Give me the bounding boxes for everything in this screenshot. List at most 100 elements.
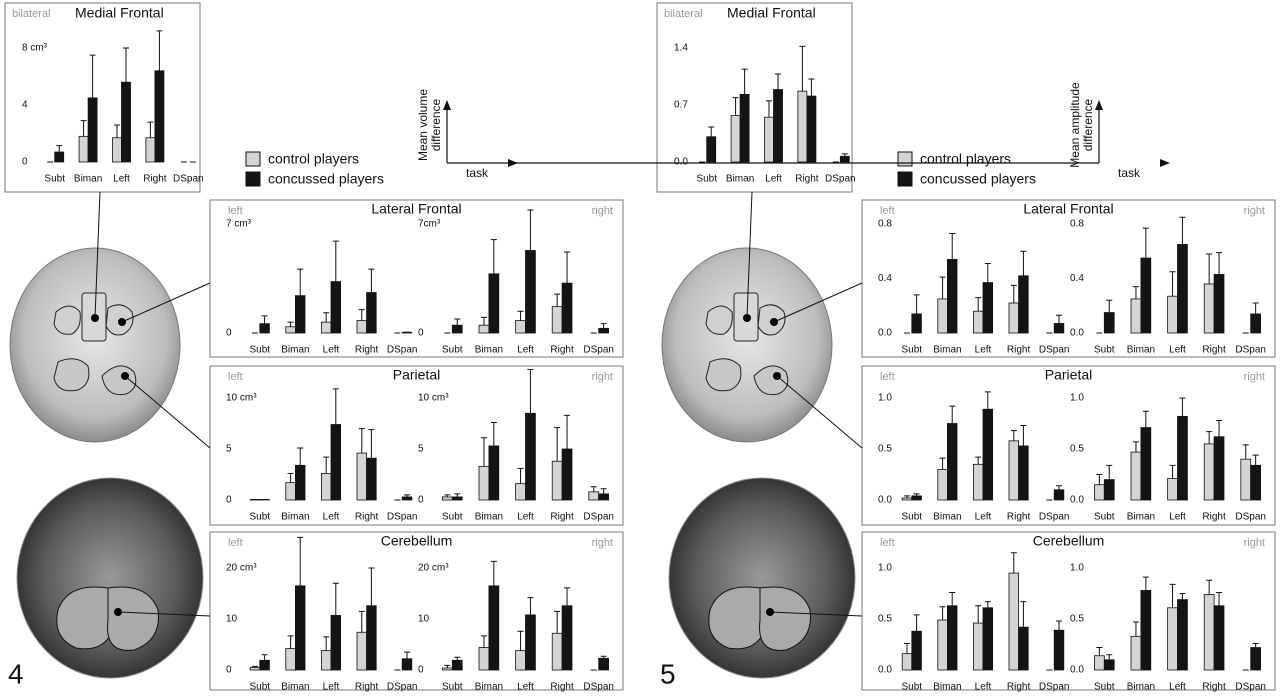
error-bar xyxy=(1132,286,1139,299)
error-bar xyxy=(454,318,461,326)
bar xyxy=(87,97,98,163)
y-tick-label: 0 xyxy=(418,495,424,506)
region-marker xyxy=(743,314,751,322)
cerebellum-region xyxy=(107,586,159,651)
bar xyxy=(1250,464,1261,501)
bar xyxy=(1053,323,1065,334)
error-bar xyxy=(799,45,806,92)
panel-box xyxy=(861,365,1276,526)
bar xyxy=(947,259,958,334)
error-bar xyxy=(708,126,715,137)
error-bar xyxy=(527,368,534,414)
error-bar xyxy=(444,494,451,497)
bar xyxy=(588,491,600,501)
error-bar xyxy=(903,642,910,654)
y-tick-label: 0 xyxy=(226,328,232,339)
x-tick-label: Biman xyxy=(1127,345,1155,356)
error-bar xyxy=(297,536,304,586)
bar xyxy=(706,136,717,163)
x-tick-label: Left xyxy=(975,512,992,523)
x-tick-label: Subt xyxy=(44,174,65,185)
bar xyxy=(1094,484,1105,501)
region-marker xyxy=(114,608,122,616)
x-tick-label: Right xyxy=(1007,345,1031,356)
y-tick-label: 0.4 xyxy=(1070,273,1084,284)
key-y-label: Mean volume xyxy=(416,89,430,161)
error-bar xyxy=(939,457,946,470)
legend-swatch xyxy=(245,151,261,167)
panel-title: Cerebellum xyxy=(1033,533,1105,549)
bar xyxy=(972,622,984,671)
error-bar xyxy=(975,456,982,465)
error-bar xyxy=(332,388,339,425)
error-bar xyxy=(1132,441,1139,453)
y-tick-label: 0 xyxy=(418,665,424,676)
region-marker xyxy=(118,318,126,326)
bar xyxy=(356,320,368,334)
bar xyxy=(525,250,536,334)
error-bar xyxy=(251,665,258,668)
y-tick-label: 1.0 xyxy=(878,563,892,574)
error-bar xyxy=(1010,552,1017,574)
error-bar xyxy=(1206,253,1213,284)
side-label: left xyxy=(228,537,243,549)
brain-image xyxy=(9,247,181,443)
error-bar xyxy=(1056,620,1063,631)
bar xyxy=(561,448,573,501)
error-bar xyxy=(480,635,487,648)
bar xyxy=(1103,659,1115,671)
x-tick-label: Left xyxy=(1169,682,1186,693)
error-bar xyxy=(1169,464,1176,479)
bar xyxy=(294,585,306,671)
legend-swatch xyxy=(897,151,913,167)
y-tick-label: 0.5 xyxy=(878,444,892,455)
x-tick-label: DSpan xyxy=(1235,512,1266,523)
bar xyxy=(1140,427,1152,501)
bar xyxy=(947,605,958,671)
error-bar xyxy=(404,651,411,659)
y-tick-label: 1.0 xyxy=(878,393,892,404)
error-bar xyxy=(480,316,487,326)
bar xyxy=(1203,594,1215,671)
bar xyxy=(1130,298,1142,334)
error-bar xyxy=(454,493,461,497)
error-bar xyxy=(600,488,607,494)
x-tick-label: Biman xyxy=(475,345,503,356)
legend-label: control players xyxy=(920,151,1011,167)
bar xyxy=(911,630,922,671)
bar xyxy=(442,667,453,671)
x-tick-label: Right xyxy=(550,682,574,693)
x-tick-label: Biman xyxy=(281,682,309,693)
bar xyxy=(366,292,377,334)
region-marker xyxy=(770,318,778,326)
x-tick-label: Subt xyxy=(250,512,271,523)
bar xyxy=(478,465,490,501)
error-bar xyxy=(984,263,991,283)
side-label: bilateral xyxy=(664,8,703,20)
error-bar xyxy=(732,97,739,116)
bar xyxy=(1053,629,1065,671)
error-bar xyxy=(56,145,63,153)
lateral-region xyxy=(53,305,81,335)
error-bar xyxy=(287,472,294,483)
x-tick-label: DSpan xyxy=(1039,345,1070,356)
x-tick-label: Left xyxy=(113,174,130,185)
x-tick-label: Left xyxy=(765,174,782,185)
connector-line xyxy=(776,375,863,449)
figure-number: 4 xyxy=(8,658,24,689)
y-tick-label: 0.0 xyxy=(878,495,892,506)
bar xyxy=(598,327,609,334)
x-tick-label: Right xyxy=(795,174,819,185)
error-bar xyxy=(808,78,815,97)
key-y-label: difference xyxy=(1081,98,1095,151)
key-arrow xyxy=(1095,100,1170,167)
y-tick-label: 10 cm³ xyxy=(418,393,449,404)
x-tick-label: Biman xyxy=(1127,512,1155,523)
bar xyxy=(1130,635,1142,671)
x-tick-label: Subt xyxy=(902,345,923,356)
legend-swatch xyxy=(897,171,913,187)
side-label: right xyxy=(1244,537,1265,549)
error-bar xyxy=(1010,284,1017,304)
region-marker xyxy=(766,608,774,616)
